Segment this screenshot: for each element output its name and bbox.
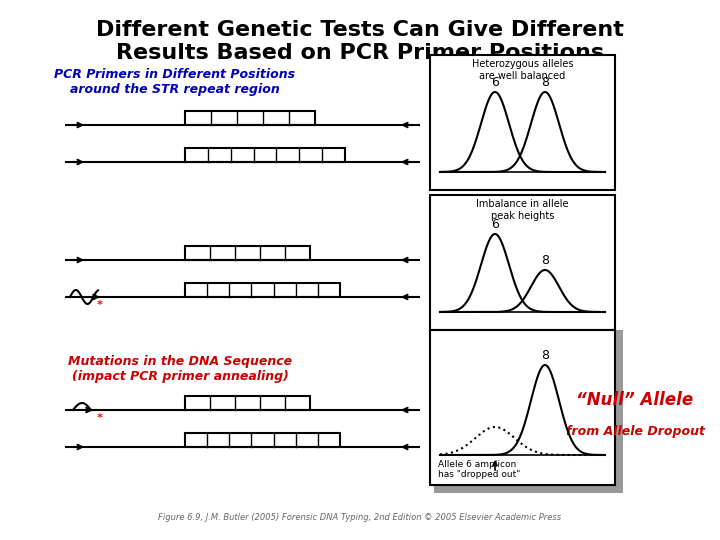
Text: Heterozygous alleles
are well balanced: Heterozygous alleles are well balanced xyxy=(472,59,573,80)
Text: PCR Primers in Different Positions
around the STR repeat region: PCR Primers in Different Positions aroun… xyxy=(55,68,296,96)
Text: Results Based on PCR Primer Positions: Results Based on PCR Primer Positions xyxy=(116,43,604,63)
Bar xyxy=(430,195,615,330)
Bar xyxy=(185,246,310,260)
Bar xyxy=(434,485,623,493)
Text: 8: 8 xyxy=(541,349,549,362)
Text: Imbalance in allele
peak heights: Imbalance in allele peak heights xyxy=(476,199,569,221)
Text: from Allele Dropout: from Allele Dropout xyxy=(565,426,704,438)
Text: Figure 6.9, J.M. Butler (2005) Forensic DNA Typing, 2nd Edition © 2005 Elsevier : Figure 6.9, J.M. Butler (2005) Forensic … xyxy=(158,513,562,522)
Text: 8: 8 xyxy=(541,76,549,89)
Bar xyxy=(615,330,623,490)
Text: *: * xyxy=(97,413,103,423)
Text: Allele 6 amplicon
has "dropped out": Allele 6 amplicon has "dropped out" xyxy=(438,460,521,479)
Bar xyxy=(430,330,615,485)
Text: “Null” Allele: “Null” Allele xyxy=(577,391,693,409)
Text: Different Genetic Tests Can Give Different: Different Genetic Tests Can Give Differe… xyxy=(96,20,624,40)
Text: 6: 6 xyxy=(491,218,499,231)
Text: 8: 8 xyxy=(541,254,549,267)
Bar xyxy=(185,148,345,162)
Bar xyxy=(185,396,310,410)
Bar xyxy=(430,55,615,190)
Bar xyxy=(185,111,315,125)
Bar xyxy=(185,283,340,297)
Text: Mutations in the DNA Sequence
(impact PCR primer annealing): Mutations in the DNA Sequence (impact PC… xyxy=(68,355,292,383)
Text: *: * xyxy=(97,300,103,310)
Text: 6: 6 xyxy=(491,76,499,89)
Bar xyxy=(185,433,340,447)
